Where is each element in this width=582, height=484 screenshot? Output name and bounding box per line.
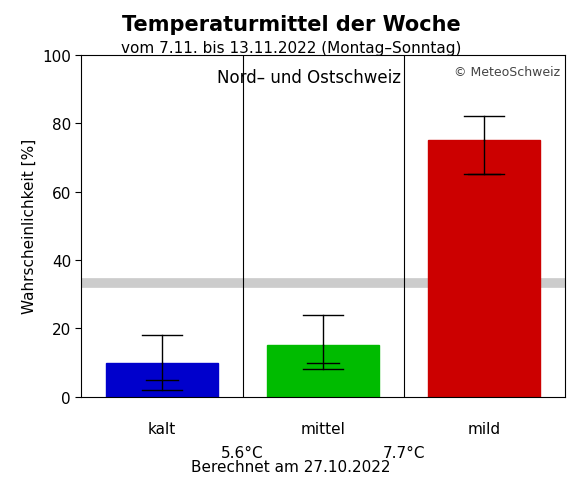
Text: mittel: mittel xyxy=(300,421,346,436)
Text: © MeteoSchweiz: © MeteoSchweiz xyxy=(453,66,560,79)
Text: 7.7°C: 7.7°C xyxy=(382,445,425,460)
Y-axis label: Wahrscheinlichkeit [%]: Wahrscheinlichkeit [%] xyxy=(22,139,37,314)
Bar xyxy=(267,346,379,397)
Text: 5.6°C: 5.6°C xyxy=(221,445,264,460)
Bar xyxy=(106,363,218,397)
Bar xyxy=(428,141,540,397)
Text: vom 7.11. bis 13.11.2022 (Montag–Sonntag): vom 7.11. bis 13.11.2022 (Montag–Sonntag… xyxy=(121,41,461,56)
Text: Berechnet am 27.10.2022: Berechnet am 27.10.2022 xyxy=(191,459,391,474)
Text: kalt: kalt xyxy=(148,421,176,436)
Text: mild: mild xyxy=(467,421,501,436)
Text: Temperaturmittel der Woche: Temperaturmittel der Woche xyxy=(122,15,460,34)
Text: Nord– und Ostschweiz: Nord– und Ostschweiz xyxy=(217,69,401,87)
